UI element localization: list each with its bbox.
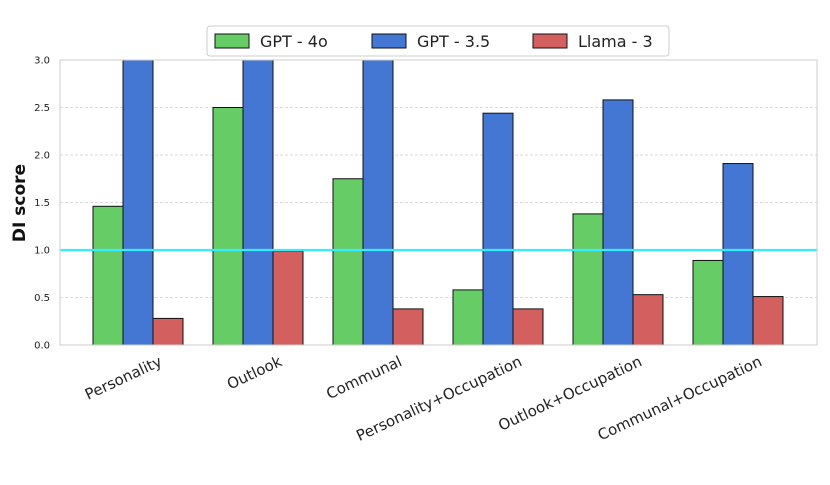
bar-gpt-4o-3 [452,289,484,346]
x-category-label: Personality [82,352,165,403]
y-tick-label: 0.5 [34,293,50,304]
bars [92,59,784,346]
legend-swatch [532,33,568,49]
y-tick-label: 0.0 [34,341,50,352]
bar-gpt-3-5-2 [362,59,394,346]
bar-gpt-4o-5 [692,259,724,346]
legend-swatch [214,33,250,49]
y-axis-label: DI score [10,164,30,242]
plot-frame [59,59,818,346]
y-tick-label: 1.5 [34,198,50,209]
bar-llama-3-5 [752,296,784,346]
y-tick-label: 1.0 [34,246,50,257]
bar-gpt-3-5-3 [482,112,514,346]
x-category-label: Outlook [224,352,285,393]
bar-gpt-3-5-1 [242,59,274,346]
bar-gpt-3-5-0 [122,59,154,346]
legend: GPT - 4o GPT - 3.5 Llama - 3 [206,25,670,57]
y-tick-label: 3.0 [34,56,50,67]
y-axis-ticks: 0.0 0.5 1.0 1.5 2.0 2.5 3.0 [34,56,50,352]
x-category-label: Communal [323,352,404,403]
bar-llama-3-0 [152,317,184,346]
bar-llama-3-3 [512,308,544,346]
y-tick-label: 2.0 [34,151,50,162]
bar-gpt-3-5-4 [602,99,634,346]
bar-gpt-4o-1 [212,107,244,346]
bar-gpt-4o-2 [332,178,364,346]
x-axis-category-labels: Personality Outlook CommunalPersonality+Oc… [82,352,765,445]
y-tick-label: 2.5 [34,103,50,114]
legend-swatch [371,33,407,49]
legend-label: GPT - 3.5 [417,32,490,51]
bar-gpt-4o-0 [92,205,124,346]
bar-llama-3-4 [632,294,664,346]
bar-gpt-4o-4 [572,213,604,346]
legend-label: GPT - 4o [260,32,328,51]
bar-llama-3-2 [392,308,424,346]
bar-gpt-3-5-5 [722,163,754,346]
legend-label: Llama - 3 [578,32,653,51]
bar-llama-3-1 [272,250,304,346]
